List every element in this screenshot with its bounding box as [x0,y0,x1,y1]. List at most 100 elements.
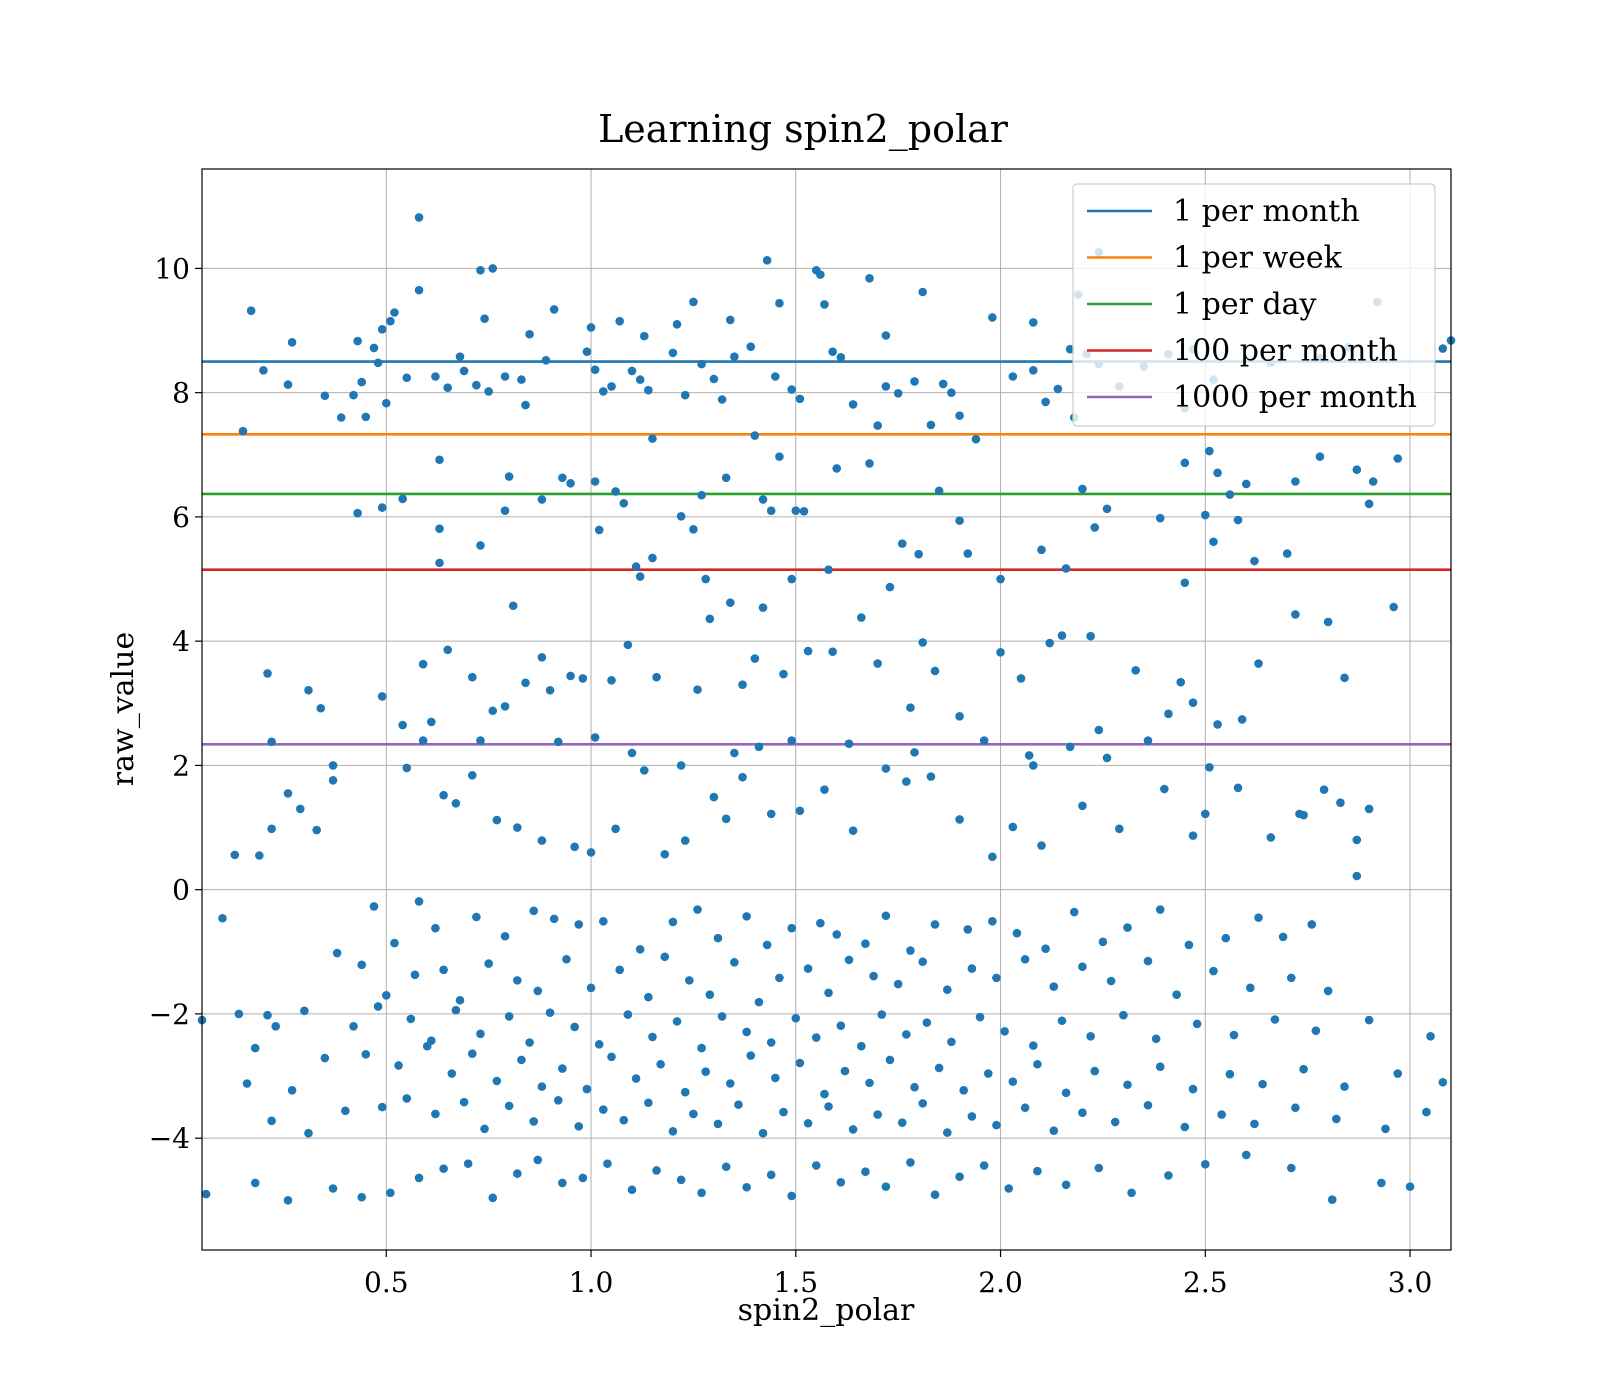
scatter-point [1033,1059,1042,1069]
scatter-point [857,613,866,622]
scatter-point [1389,602,1398,612]
scatter-point [349,390,358,400]
scatter-point [537,836,547,845]
scatter-point [791,506,801,515]
scatter-point [771,1073,780,1083]
scatter-point [906,703,915,712]
scatter-point [881,911,891,921]
scatter-point [775,452,784,461]
scatter-point [422,1041,432,1051]
scatter-point [500,372,510,381]
scatter-point [721,1162,731,1172]
scatter-point [1094,725,1104,735]
scatter-point [934,486,944,496]
scatter-point [263,669,272,678]
scatter-point [549,305,559,314]
scatter-point [713,1119,723,1129]
scatter-point [639,331,649,341]
scatter-point [717,395,727,404]
scatter-point [287,1086,297,1095]
scatter-point [590,733,600,742]
scatter-point [455,995,465,1005]
scatter-point [1110,1117,1120,1127]
scatter-point [398,720,407,730]
scatter-point [472,912,481,922]
scatter-point [738,680,747,689]
scatter-point [1422,1107,1431,1117]
scatter-point [680,390,690,400]
scatter-point [431,923,440,933]
scatter-point [476,736,485,745]
scatter-point [762,940,772,950]
scatter-point [803,964,813,973]
scatter-point [1393,1069,1403,1078]
scatter-point [1278,932,1288,942]
scatter-point [1254,913,1263,922]
scatter-point [504,472,514,481]
scatter-point [1123,923,1132,932]
scatter-point [848,1125,858,1134]
scatter-point [1200,510,1210,520]
scatter-point [881,764,891,773]
scatter-point [1090,523,1100,532]
scatter-point [861,939,870,949]
scatter-point [639,766,649,775]
chart-title: Learning spin2_polar [598,107,1009,152]
scatter-point [832,464,842,473]
scatter-point [578,674,588,683]
scatter-point [549,914,559,924]
scatter-point [750,654,760,663]
scatter-point [1364,499,1374,509]
scatter-point [443,383,453,392]
scatter-point [1094,1163,1104,1173]
scatter-point [553,1095,563,1105]
scatter-point [1209,966,1218,976]
scatter-point [1340,1082,1349,1091]
scatter-point [1020,954,1030,964]
scatter-point [824,565,833,575]
scatter-point [377,503,387,512]
scatter-point [635,572,645,581]
scatter-point [263,1010,272,1020]
legend-box [1072,183,1436,427]
scatter-point [283,380,293,389]
scatter-point [381,398,391,408]
scatter-point [750,431,760,440]
scatter-point [795,394,805,404]
scatter-point [1029,1041,1038,1050]
scatter-point [328,761,338,770]
scatter-point [1286,973,1296,983]
scatter-point [377,324,387,334]
scatter-point [983,1069,993,1078]
scatter-point [1315,452,1325,461]
scatter-point [1069,907,1079,917]
scatter-point [537,495,547,504]
scatter-point [844,739,854,748]
scatter-point [467,1049,477,1058]
scatter-point [267,1116,276,1126]
scatter-point [697,1188,706,1198]
scatter-point [828,347,837,356]
scatter-point [1258,1079,1267,1089]
scatter-point [504,1012,514,1021]
scatter-point [369,902,379,911]
scatter-point [709,792,719,802]
y-tick-label: −2 [149,998,190,1031]
scatter-point [828,647,837,657]
scatter-point [1217,1110,1226,1119]
scatter-point [1233,515,1243,525]
scatter-point [762,256,772,265]
scatter-point [979,1161,989,1170]
scatter-point [922,1018,932,1027]
scatter-point [500,702,510,711]
scatter-point [1102,504,1112,514]
scatter-point [848,400,858,409]
scatter-point [1053,384,1063,394]
scatter-point [779,669,788,679]
scatter-point [406,1014,416,1024]
x-tick-label: 2.5 [1183,1266,1228,1299]
y-tick-label: 0 [172,874,190,907]
scatter-point [283,1195,293,1205]
scatter-point [525,1038,534,1047]
scatter-point [881,1182,891,1191]
